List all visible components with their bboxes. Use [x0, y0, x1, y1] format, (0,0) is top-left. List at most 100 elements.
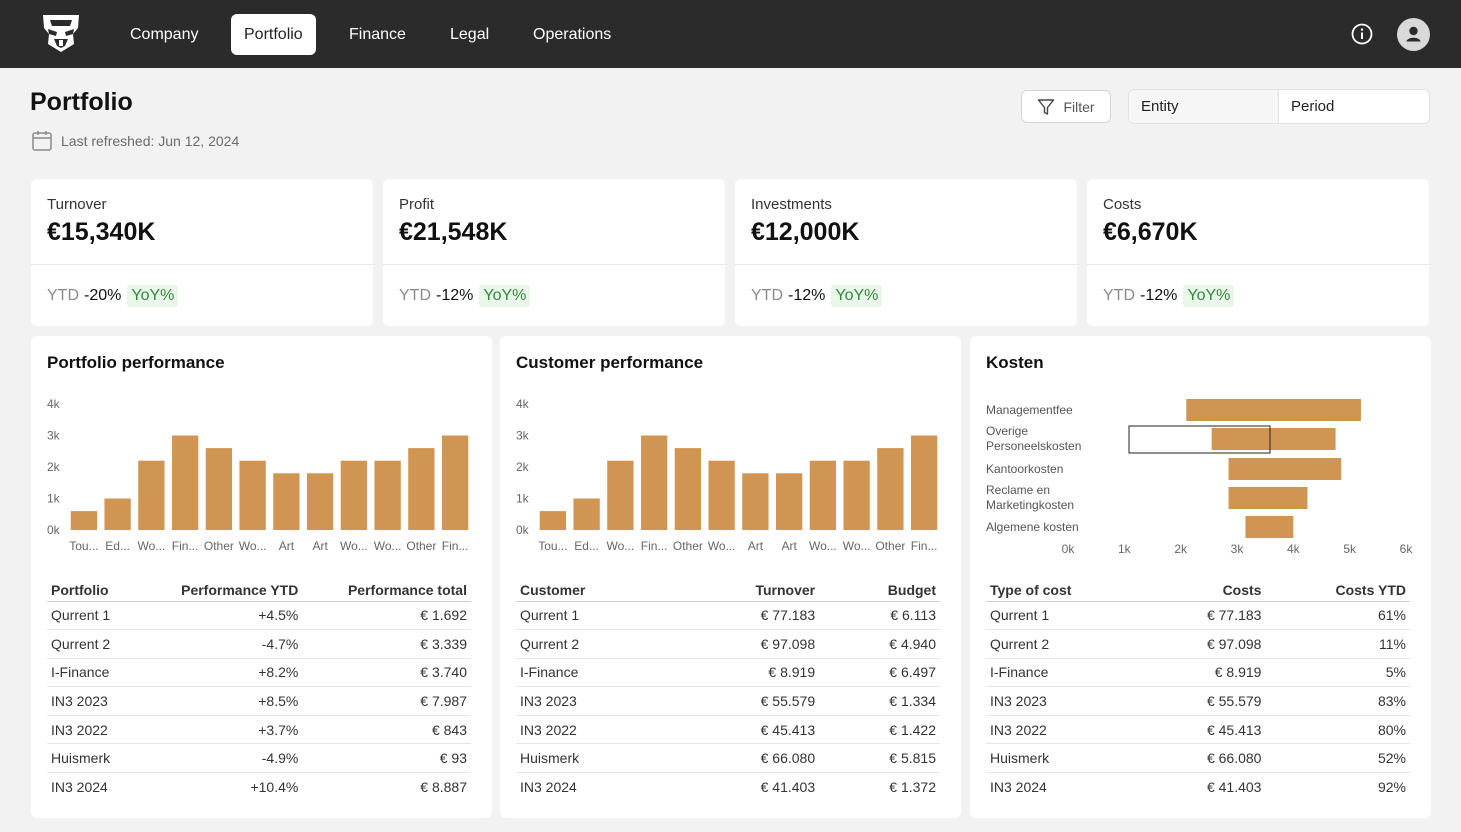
yoy-badge: YoY% [1183, 285, 1235, 307]
table-row[interactable]: IN3 2022 € 45.413 80% [986, 715, 1410, 745]
portfolio-performance-chart: 0k 1k 2k 3k 4k Tou... Ed... Wo... Fin... Other Wo.… [47, 397, 469, 553]
chart-bar[interactable] [273, 473, 300, 530]
portfolio-performance-panel: Portfolio performance 0k 1k 2k 3k 4k Tou... Ed… [31, 336, 492, 818]
column-header[interactable]: Customer [516, 579, 674, 602]
entity-select[interactable]: Entity [1129, 90, 1279, 123]
column-header[interactable]: Portfolio [47, 579, 137, 602]
user-icon [1406, 26, 1421, 42]
chart-bar[interactable] [539, 511, 567, 530]
chart-bar[interactable] [708, 460, 735, 530]
table-row[interactable]: I-Finance +8.2% € 3.740 [47, 658, 471, 688]
chart-bar[interactable] [809, 460, 837, 530]
column-header[interactable]: Performance YTD [136, 579, 303, 602]
column-header[interactable]: Budget [819, 579, 940, 602]
chart-bar[interactable] [205, 448, 233, 530]
table-cell: € 55.579 [673, 686, 820, 716]
table-cell: Qurrent 2 [986, 629, 1151, 659]
column-header[interactable]: Type of cost [986, 579, 1151, 602]
nav-item-finance[interactable]: Finance [349, 26, 406, 43]
table-cell: € 55.579 [1150, 686, 1266, 716]
funnel-bar[interactable] [1228, 487, 1308, 509]
chart-bar[interactable] [171, 435, 199, 531]
table-cell: +8.2% [136, 658, 303, 688]
table-cell: € 77.183 [1150, 601, 1266, 631]
chart-bar[interactable] [877, 448, 904, 530]
table-row[interactable]: Qurrent 1 € 77.183 61% [986, 601, 1410, 631]
info-icon[interactable] [1351, 23, 1373, 45]
kpi-label: Costs [1103, 196, 1142, 213]
table-row[interactable]: I-Finance € 8.919 € 6.497 [516, 658, 940, 688]
kpi-divider [383, 264, 725, 265]
table-row[interactable]: Qurrent 2 € 97.098 € 4.940 [516, 629, 940, 659]
chart-bar[interactable] [374, 460, 401, 530]
table-row[interactable]: Qurrent 1 € 77.183 € 6.113 [516, 601, 940, 631]
x-tick-label: Fin... [911, 539, 938, 553]
x-tick-label: Fin... [442, 539, 469, 553]
kpi-footer: YTD -12% YoY% [751, 285, 883, 307]
table-row[interactable]: Qurrent 2 -4.7% € 3.339 [47, 629, 471, 659]
funnel-bar[interactable] [1211, 428, 1336, 450]
table-row[interactable]: Huismerk € 66.080 € 5.815 [516, 743, 940, 774]
x-tick-label: Wo... [708, 539, 736, 553]
table-row[interactable]: Qurrent 1 +4.5% € 1.692 [47, 601, 471, 631]
ytd-change: -12% [436, 287, 474, 304]
nav-item-company[interactable]: Company [130, 26, 199, 43]
table-cell: Huismerk [986, 743, 1151, 774]
chart-bar[interactable] [239, 460, 266, 530]
table-row[interactable]: IN3 2024 € 41.403 € 1.372 [516, 773, 940, 802]
column-header[interactable]: Performance total [302, 579, 471, 602]
table-row[interactable]: IN3 2022 € 45.413 € 1.422 [516, 715, 940, 745]
column-header[interactable]: Costs [1150, 579, 1266, 602]
chart-bar[interactable] [843, 460, 870, 530]
funnel-bar[interactable] [1245, 516, 1294, 538]
table-row[interactable]: IN3 2023 +8.5% € 7.987 [47, 686, 471, 716]
chart-bar[interactable] [441, 435, 469, 531]
chart-bar[interactable] [573, 498, 600, 531]
table-cell: IN3 2024 [51, 779, 108, 796]
table-row[interactable]: Huismerk € 66.080 52% [986, 743, 1410, 774]
table-cell: € 1.692 [302, 601, 471, 631]
table-row[interactable]: IN3 2023 € 55.579 83% [986, 686, 1410, 716]
chart-bar[interactable] [138, 460, 165, 530]
nav-item-legal[interactable]: Legal [450, 26, 490, 43]
column-header[interactable]: Turnover [673, 579, 820, 602]
chart-bar[interactable] [775, 473, 803, 530]
chart-bar[interactable] [70, 511, 98, 530]
table-cell: € 3.339 [302, 629, 471, 659]
chart-bar[interactable] [408, 448, 435, 530]
table-row[interactable]: I-Finance € 8.919 5% [986, 658, 1410, 688]
table-row[interactable]: Qurrent 2 € 97.098 11% [986, 629, 1410, 659]
funnel-bar[interactable] [1186, 399, 1361, 421]
chart-bar[interactable] [306, 473, 334, 530]
nav-item-operations[interactable]: Operations [533, 26, 612, 43]
chart-bar[interactable] [674, 448, 702, 530]
funnel-bar[interactable] [1228, 458, 1342, 480]
chart-bar[interactable] [910, 435, 938, 531]
kpi-divider [31, 264, 373, 265]
ytd-label: YTD [1103, 287, 1135, 304]
chart-bar[interactable] [640, 435, 668, 531]
table-row[interactable]: Huismerk -4.9% € 93 [47, 743, 471, 774]
category-label: Overige [986, 424, 1028, 438]
filter-button[interactable]: Filter [1021, 90, 1111, 123]
column-header[interactable]: Costs YTD [1265, 579, 1410, 602]
chart-bar[interactable] [104, 498, 131, 531]
table-row[interactable]: IN3 2024 € 41.403 92% [986, 773, 1410, 802]
table-cell: € 66.080 [1150, 743, 1266, 774]
chart-bar[interactable] [607, 460, 634, 530]
x-tick-label: Other [875, 539, 905, 553]
chart-bar[interactable] [742, 473, 769, 530]
category-label: Personeelskosten [986, 439, 1081, 453]
nav-item-portfolio[interactable]: Portfolio [231, 14, 316, 55]
kpi-divider [1087, 264, 1429, 265]
table-row[interactable]: IN3 2023 € 55.579 € 1.334 [516, 686, 940, 716]
y-tick-label: 1k [516, 492, 530, 506]
chart-bar[interactable] [340, 460, 368, 530]
table-row[interactable]: IN3 2024 +10.4% € 8.887 [47, 773, 471, 802]
user-avatar[interactable] [1397, 18, 1430, 51]
table-cell: I-Finance [516, 658, 674, 688]
logo-icon[interactable] [40, 12, 82, 54]
ytd-label: YTD [47, 287, 79, 304]
table-row[interactable]: IN3 2022 +3.7% € 843 [47, 715, 471, 745]
period-select[interactable]: Period [1291, 98, 1335, 115]
